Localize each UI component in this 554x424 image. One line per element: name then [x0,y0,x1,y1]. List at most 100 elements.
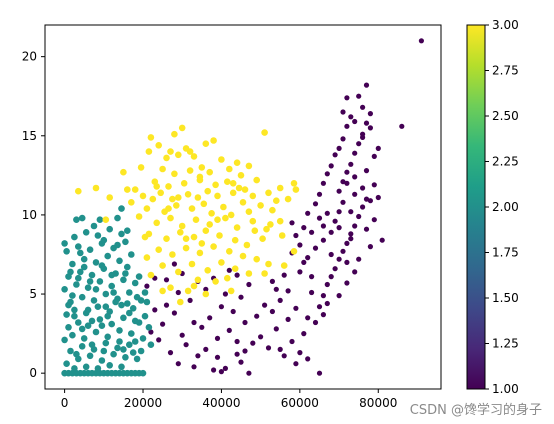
data-point [332,152,338,158]
data-point [336,225,342,231]
data-point [224,178,231,185]
data-point [233,224,241,231]
data-point [180,180,188,187]
data-point [309,274,315,280]
data-point [135,319,143,326]
data-point [67,347,74,355]
data-point [108,271,115,279]
data-point [188,205,196,212]
data-point [122,238,129,246]
data-point [184,191,192,198]
colorbar-tick-label: 2.75 [492,64,519,78]
data-point [301,225,307,231]
data-point [340,109,346,115]
data-point [344,169,350,175]
x-axis: 0 20000 40000 60000 80000 [61,389,397,410]
data-point [250,340,256,346]
data-point [316,191,323,197]
data-point [114,241,121,249]
data-point [167,284,174,292]
data-point [116,327,123,334]
data-point [169,195,176,203]
data-point [265,189,272,197]
data-point [344,123,350,129]
data-point [182,235,190,242]
data-point [160,321,166,327]
colorbar-tick-label: 1.75 [492,246,519,260]
data-point [305,255,311,261]
data-point [210,137,217,144]
data-point [242,319,248,326]
data-point [178,124,186,132]
data-point [242,348,248,354]
colorbar-tick-label: 2.25 [492,155,519,169]
data-point [301,331,307,337]
data-point [348,114,354,120]
data-point [195,353,201,359]
data-point [178,222,186,230]
data-point [61,286,68,293]
data-point [86,352,94,360]
data-point [187,297,193,303]
data-point [316,304,323,310]
data-point [80,335,88,342]
data-point [96,216,104,223]
data-point [98,262,106,269]
data-point [246,370,252,376]
data-point [108,320,115,328]
data-point [234,338,240,345]
data-point [211,367,217,373]
data-point [122,270,129,277]
data-point [258,334,264,340]
data-point [163,277,170,283]
data-point [63,248,70,255]
data-point [206,168,213,176]
series-1 [144,38,424,376]
data-point [226,267,232,273]
data-point [290,248,298,255]
data-point [222,365,228,371]
data-point [231,236,239,244]
data-point [320,237,326,243]
data-point [84,322,92,330]
data-point [177,298,184,306]
data-point [249,192,257,200]
data-point [269,308,275,315]
data-point [278,232,286,239]
data-point [128,251,135,258]
watermark: CSDN @馋学习的身子 [409,403,542,418]
data-point [253,255,260,263]
data-point [316,370,323,376]
data-point [92,328,100,336]
data-point [363,168,370,174]
data-point [344,95,350,101]
series-2 [61,205,155,377]
data-point [61,240,68,247]
data-point [367,244,373,250]
colorbar-tick-label: 1.50 [492,291,519,305]
data-point [239,199,247,206]
data-point [114,344,121,352]
data-point [352,150,358,156]
data-point [75,274,82,282]
data-point [206,221,213,228]
data-point [356,93,362,99]
data-point [69,292,76,299]
data-point [157,189,164,197]
data-point [344,240,350,246]
data-point [281,272,287,278]
data-point [88,317,96,325]
data-point [208,210,215,217]
data-point [102,339,110,347]
data-point [273,197,280,204]
y-tick-label: 0 [29,366,37,380]
data-point [171,310,177,316]
data-point [126,341,133,349]
data-point [122,354,129,361]
data-point [131,338,139,345]
data-point [73,281,80,288]
x-tick-label: 20000 [124,396,162,410]
data-point [104,333,111,341]
colorbar-gradient [467,25,485,389]
data-point [284,195,292,203]
